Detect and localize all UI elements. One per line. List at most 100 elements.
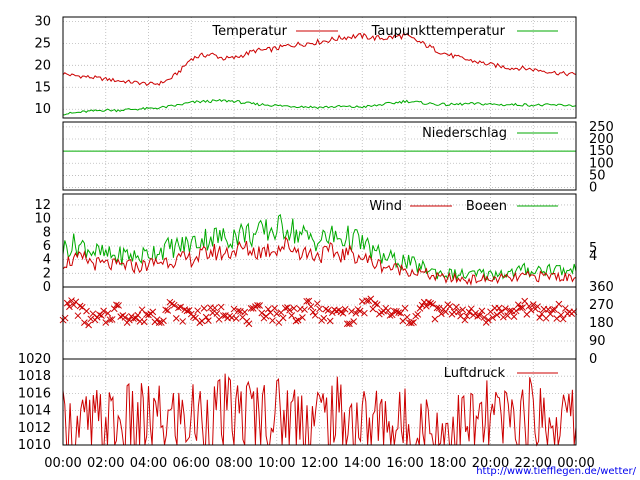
temperature-line [62,32,577,86]
y-tick-label: 1020 [18,352,51,367]
dewpoint-line [62,98,577,116]
direction-marker [245,320,253,328]
direction-marker [356,307,364,315]
direction-marker [194,307,202,315]
direction-marker [346,320,353,328]
direction-marker [512,307,520,315]
x-tick-label: 16:00 [386,456,423,471]
direction-marker [83,307,90,315]
direction-marker [115,302,122,309]
direction-marker [561,305,569,312]
direction-marker [190,313,197,321]
direction-marker [557,311,565,319]
direction-marker [63,299,71,307]
direction-marker [271,304,278,312]
direction-marker [465,308,473,316]
direction-marker [418,301,426,309]
direction-marker [241,308,249,316]
direction-marker [425,298,432,306]
x-tick-label: 00:00 [44,456,81,471]
y-right-tick-label: 4 [589,249,597,264]
direction-marker [499,313,507,321]
y-tick-label: 1018 [18,369,51,384]
direction-marker [534,303,541,310]
direction-marker [149,308,157,316]
y-right-tick-label: 100 [589,156,614,171]
direction-marker [497,308,505,316]
direction-marker [435,304,443,312]
direction-marker [162,306,169,314]
direction-marker [510,313,518,320]
direction-marker [125,316,133,324]
direction-marker [403,313,411,321]
y-tick-label: 1010 [18,438,51,453]
direction-marker [68,297,75,304]
direction-marker [326,317,334,325]
x-tick-label: 18:00 [429,456,466,471]
x-tick-label: 12:00 [301,456,338,471]
direction-marker [559,315,567,323]
direction-marker [363,297,370,305]
direction-marker [427,299,435,307]
direction-marker [446,303,454,310]
direction-marker [461,316,469,324]
direction-marker [390,307,398,315]
direction-marker [232,315,240,322]
direction-marker [555,300,563,308]
y-tick-label: 8 [43,225,51,240]
y-tick-label: 25 [34,36,51,51]
direction-marker [269,317,276,324]
y-tick-label: 1012 [18,421,51,436]
y-tick-label: 2 [43,266,51,281]
x-tick-label: 02:00 [87,456,124,471]
x-tick-label: 20:00 [472,456,509,471]
x-tick-label: 08:00 [215,456,252,471]
direction-marker [527,306,535,314]
direction-marker [408,319,415,327]
direction-marker [132,314,140,322]
direction-marker [517,304,524,312]
direction-marker [104,310,112,317]
direction-marker [495,304,503,312]
direction-marker [476,312,484,319]
direction-marker [160,317,167,325]
direction-marker [551,306,558,313]
direction-marker [234,307,242,315]
direction-marker [343,320,351,328]
direction-marker [442,308,449,316]
direction-marker [463,312,471,320]
direction-marker [288,312,296,319]
direction-marker [170,301,178,309]
credit-link[interactable]: http://www.tiefflegen.de/wetter/ [476,466,636,477]
direction-marker [414,311,422,318]
panel-frame-2 [62,121,577,191]
direction-marker [373,301,381,308]
direction-marker [506,307,514,315]
direction-marker [478,307,486,315]
direction-marker [316,305,323,313]
direction-marker [474,313,482,320]
direction-marker [502,305,509,313]
y-right-tick-label: 0 [589,181,597,196]
text-layer: 00:00 02:00 04:00 06:00 08:00 10:00 12:00 14:00… [18,14,614,471]
direction-marker [410,318,417,326]
x-tick-label: 10:00 [258,456,295,471]
direction-marker [113,301,120,309]
direction-marker [299,314,306,321]
direction-marker [309,308,317,316]
direction-marker [286,306,293,314]
y-tick-label: 20 [34,58,51,73]
y-right-tick-label: 250 [589,120,614,135]
direction-marker [361,309,368,317]
direction-marker [307,303,315,311]
y-right-tick-label: 360 [589,280,614,295]
legend-label-wind: Wind [369,199,402,214]
direction-marker [106,316,114,324]
direction-marker [219,312,227,319]
y-right-tick-label: 180 [589,316,614,331]
pressure-line [62,373,577,447]
direction-marker [489,314,496,321]
direction-marker [153,316,161,323]
direction-marker [536,314,544,321]
frame-layer [62,16,577,446]
